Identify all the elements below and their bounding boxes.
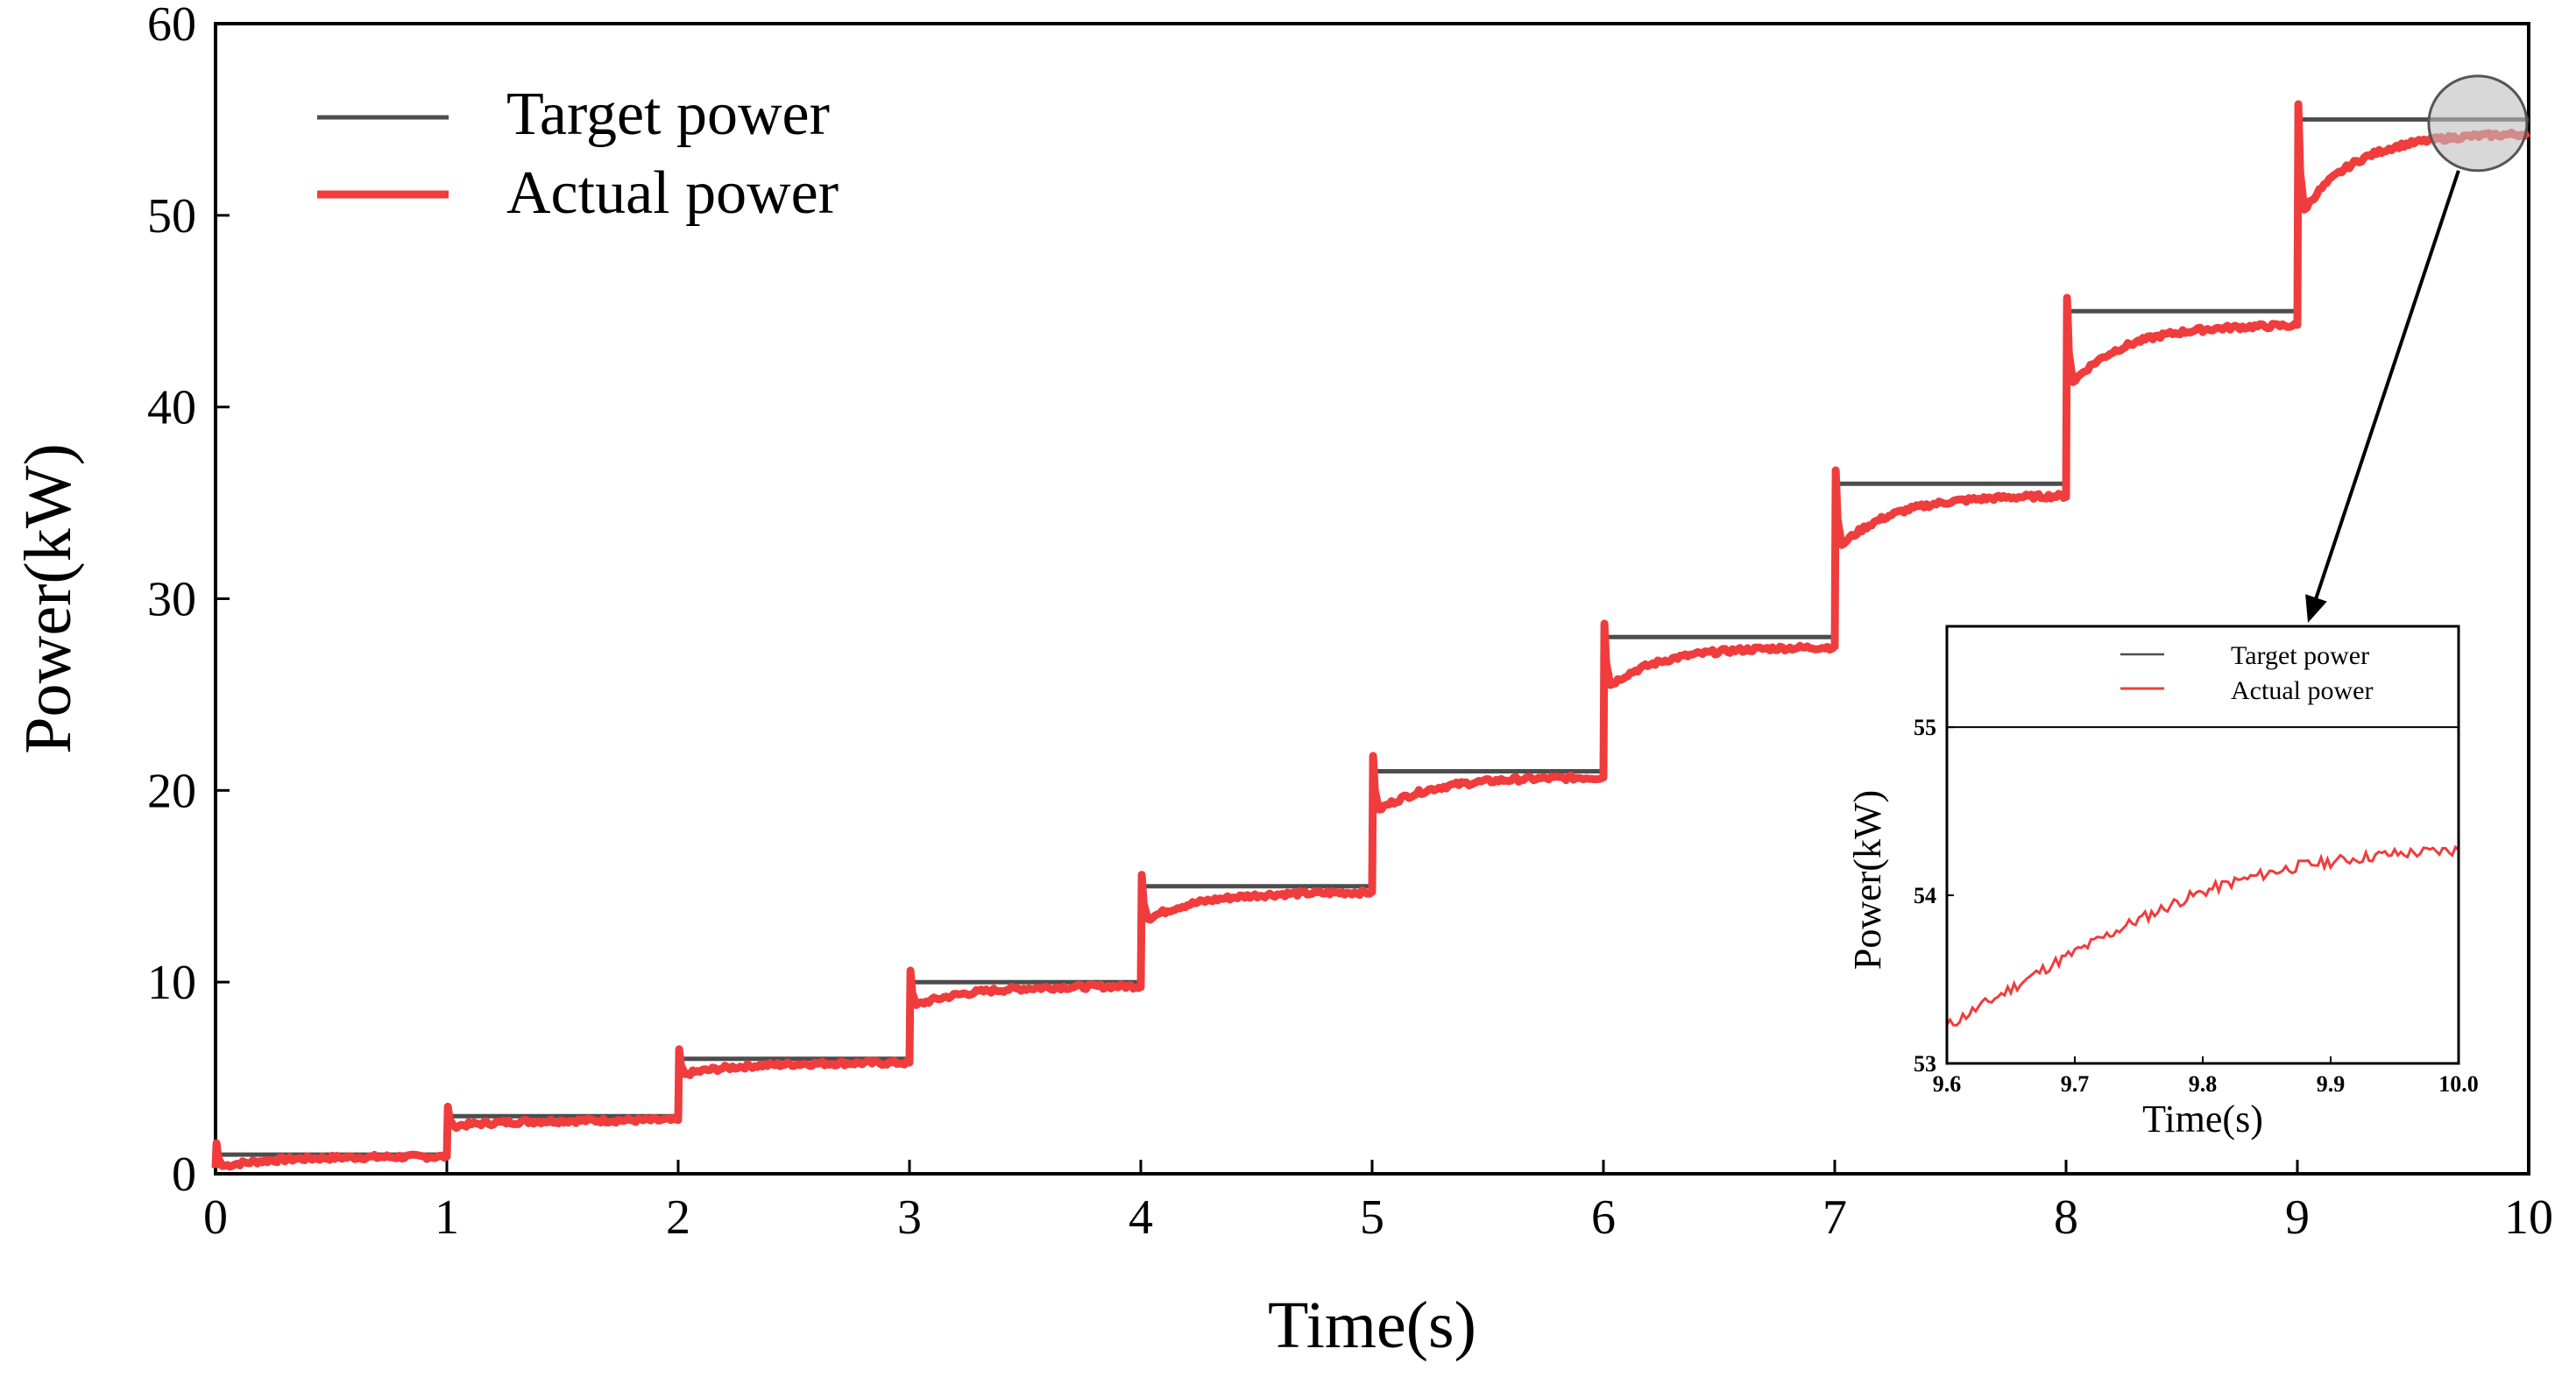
- x-tick-label: 2: [666, 1190, 690, 1245]
- zoom-region-marker: [2427, 74, 2529, 173]
- x-tick-label: 6: [1591, 1190, 1616, 1245]
- x-tick-label: 10: [2504, 1190, 2553, 1245]
- inset-legend-label-target-power: Target power: [2231, 641, 2369, 670]
- main-y-axis-title: Power(kW): [11, 443, 85, 754]
- inset-axis-ticks: 9.6 9.7 9.8 9.9 10.0 53 54 55: [1914, 715, 2479, 1097]
- inset-y-tick-label: 54: [1914, 883, 1936, 908]
- x-tick-label: 5: [1360, 1190, 1384, 1245]
- x-tick-label: 4: [1129, 1190, 1153, 1245]
- series-actual-power: [211, 100, 2531, 1171]
- y-tick-label: 0: [172, 1148, 196, 1202]
- x-tick-label: 9: [2285, 1190, 2310, 1245]
- inset-x-tick-label: 9.9: [2317, 1071, 2346, 1097]
- y-tick-label: 30: [147, 573, 196, 627]
- inset-x-tick-label: 9.8: [2189, 1071, 2218, 1097]
- main-plot: 0 1 2 3 4 5 6 7 8 9 10 0 10 20 30 40 50 60 Time(s) Power(…: [11, 0, 2553, 1362]
- inset-legend-label-actual-power: Actual power: [2231, 676, 2373, 705]
- y-tick-label: 20: [147, 764, 196, 818]
- inset-plot: 9.6 9.7 9.8 9.9 10.0 53 54 55 Time(s) Power(kW)…: [1846, 625, 2479, 1140]
- x-tick-label: 0: [203, 1190, 228, 1245]
- legend-label-target-power: Target power: [506, 81, 830, 148]
- y-tick-label: 10: [147, 956, 196, 1010]
- x-tick-label: 1: [435, 1190, 459, 1245]
- main-legend: Target power Actual power: [317, 81, 839, 227]
- inset-x-tick-label: 9.7: [2061, 1071, 2090, 1097]
- y-tick-label: 40: [147, 381, 196, 435]
- inset-y-axis-title: Power(kW): [1846, 790, 1889, 970]
- x-tick-label: 3: [897, 1190, 922, 1245]
- main-x-axis-title: Time(s): [1268, 1289, 1476, 1362]
- main-axis-ticks: 0 1 2 3 4 5 6 7 8 9 10 0 10 20 30 40 50 60: [147, 0, 2553, 1245]
- x-tick-label: 7: [1822, 1190, 1847, 1245]
- inset-y-tick-label: 55: [1914, 715, 1936, 740]
- inset-x-axis-title: Time(s): [2142, 1098, 2263, 1140]
- y-tick-label: 60: [147, 0, 196, 52]
- inset-series-group: [1945, 726, 2459, 1027]
- zoom-arrow: [2311, 170, 2460, 608]
- inset-background: [1947, 626, 2459, 1063]
- x-tick-label: 8: [2054, 1190, 2078, 1245]
- inset-legend: Target power Actual power: [2120, 641, 2373, 705]
- zoom-arrowhead: [2305, 594, 2327, 623]
- y-tick-label: 50: [147, 189, 196, 244]
- inset-y-tick-label: 53: [1914, 1051, 1936, 1077]
- inset-x-tick-label: 9.6: [1933, 1071, 1962, 1097]
- inset-x-tick-label: 10.0: [2438, 1071, 2479, 1097]
- inset-series-actual-power: [1945, 844, 2459, 1027]
- main-series-group: [211, 100, 2531, 1171]
- legend-label-actual-power: Actual power: [506, 159, 839, 227]
